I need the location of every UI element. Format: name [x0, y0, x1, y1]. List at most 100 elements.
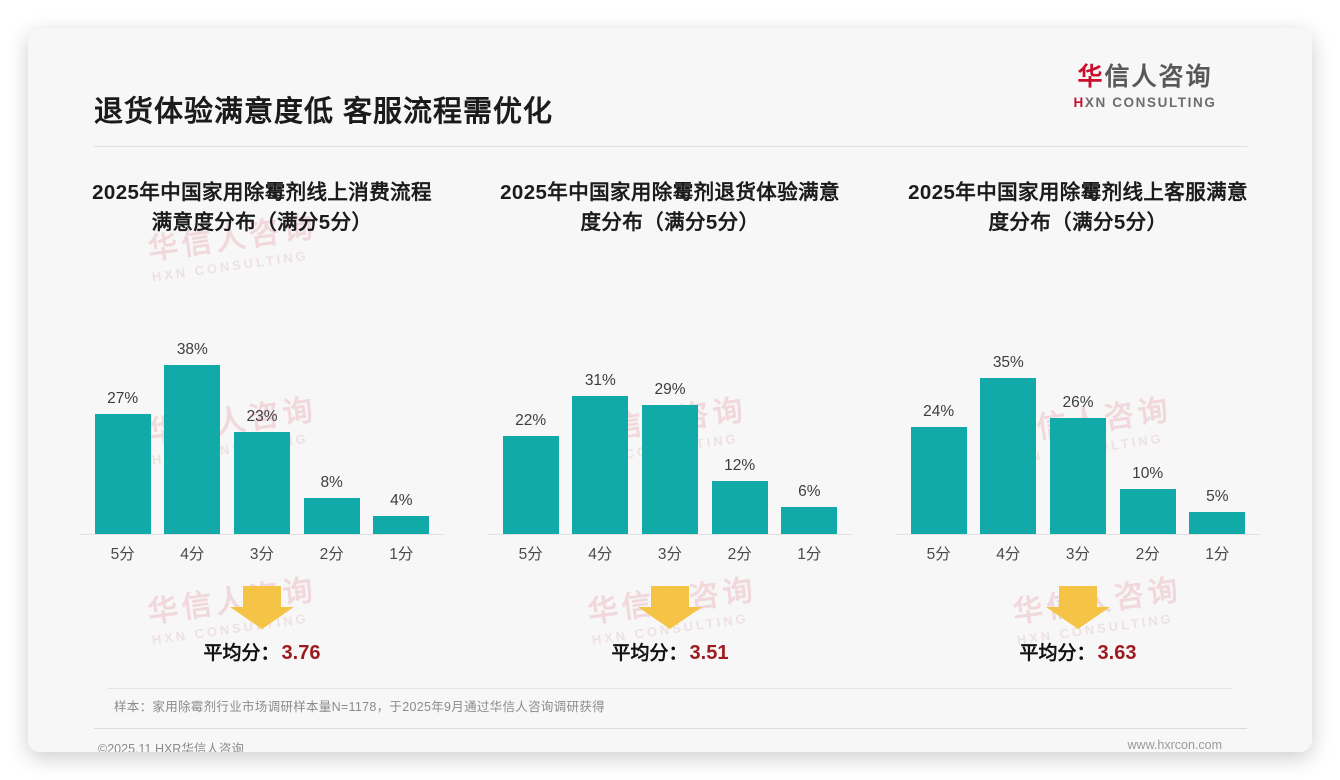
- bar-group[interactable]: 8%: [299, 318, 364, 534]
- x-axis-tick-labels: 5分 4分 3分 2分 1分: [90, 542, 434, 568]
- bar-value-label: 10%: [1132, 465, 1164, 482]
- bar-group[interactable]: 35%: [976, 318, 1041, 534]
- page-title: 退货体验满意度低 客服流程需优化: [94, 96, 554, 128]
- bar[interactable]: [164, 365, 221, 534]
- x-axis-line: [80, 534, 444, 535]
- chart-panel-2: 2025年中国家用除霉剂退货体验满意度分布（满分5分） 22% 31% 29% 12% 6…: [466, 178, 874, 678]
- bar-series: 27% 38% 23% 8% 4%: [90, 318, 434, 534]
- bar-group[interactable]: 24%: [906, 318, 971, 534]
- bar-value-label: 24%: [923, 403, 955, 420]
- logo-chinese: 华信人咨询: [1050, 63, 1240, 92]
- bar[interactable]: [233, 432, 290, 534]
- bar-value-label: 35%: [992, 354, 1024, 371]
- bar-value-label: 31%: [584, 372, 616, 389]
- bar-value-label: 4%: [390, 492, 413, 509]
- x-tick-label: 3分: [1065, 546, 1091, 563]
- bar-group[interactable]: 4%: [369, 318, 434, 534]
- bar-group[interactable]: 29%: [637, 318, 702, 534]
- footer-website: www.hxrcon.com: [1127, 738, 1222, 752]
- chart-title: 2025年中国家用除霉剂线上消费流程满意度分布（满分5分）: [92, 181, 432, 235]
- average-score-callout: 平均分： 3.51: [480, 586, 860, 666]
- logo-english: HXN CONSULTING: [1050, 95, 1240, 110]
- bar[interactable]: [781, 507, 838, 534]
- bar[interactable]: [1189, 512, 1246, 534]
- bar[interactable]: [303, 498, 360, 534]
- bar[interactable]: [1049, 418, 1106, 534]
- x-tick-label: 2分: [727, 546, 752, 563]
- chart-title: 2025年中国家用除霉剂退货体验满意度分布（满分5分）: [500, 181, 840, 235]
- bar[interactable]: [94, 414, 151, 534]
- bar-group[interactable]: 23%: [229, 318, 294, 534]
- average-score-value: 3.63: [1097, 642, 1137, 664]
- bar-value-label: 27%: [107, 390, 139, 407]
- chart-title: 2025年中国家用除霉剂线上客服满意度分布（满分5分）: [908, 181, 1248, 235]
- bar-group[interactable]: 10%: [1115, 318, 1180, 534]
- chart-plot-area: 22% 31% 29% 12% 6% 5分 4分 3分 2分 1分: [480, 308, 860, 578]
- average-score-callout: 平均分： 3.76: [72, 586, 452, 666]
- x-axis-tick-labels: 5分 4分 3分 2分 1分: [498, 542, 842, 568]
- average-score-label: 平均分：: [203, 643, 280, 664]
- bar[interactable]: [502, 436, 559, 534]
- slide-card: 退货体验满意度低 客服流程需优化 华信人咨询 HXN CONSULTING 华信…: [28, 28, 1312, 752]
- logo-chinese-rest: 信人咨询: [1104, 63, 1213, 91]
- slide-header: 退货体验满意度低 客服流程需优化 华信人咨询 HXN CONSULTING: [28, 28, 1312, 128]
- bar[interactable]: [1119, 489, 1176, 534]
- average-score-text: 平均分： 3.51: [480, 638, 860, 665]
- bar-value-label: 12%: [724, 457, 756, 474]
- bar[interactable]: [572, 396, 629, 534]
- bar-series: 24% 35% 26% 10% 5%: [906, 318, 1250, 534]
- bar-value-label: 6%: [798, 483, 821, 500]
- bar-series: 22% 31% 29% 12% 6%: [498, 318, 842, 534]
- bar-value-label: 29%: [654, 381, 686, 398]
- chart-panel-3: 2025年中国家用除霉剂线上客服满意度分布（满分5分） 24% 35% 26% 10% 5…: [874, 178, 1282, 678]
- x-tick-label: 4分: [588, 546, 613, 563]
- bar[interactable]: [641, 405, 698, 534]
- bar-value-label: 8%: [320, 474, 343, 491]
- bar[interactable]: [910, 427, 967, 534]
- bar-group[interactable]: 26%: [1045, 318, 1110, 534]
- x-axis-line: [488, 534, 852, 535]
- bar-group[interactable]: 12%: [707, 318, 772, 534]
- logo-english-highlight: H: [1073, 94, 1085, 110]
- average-score-value: 3.51: [689, 642, 729, 664]
- footer-copyright: ©2025.11 HXR华信人咨询: [98, 742, 244, 752]
- chart-panel-1: 2025年中国家用除霉剂线上消费流程满意度分布（满分5分） 27% 38% 23% 8%…: [58, 178, 466, 678]
- x-tick-label: 5分: [110, 546, 135, 563]
- bar-value-label: 23%: [246, 408, 278, 425]
- footnote: 样本：家用除霉剂行业市场调研样本量N=1178，于2025年9月通过华信人咨询调…: [114, 700, 605, 714]
- bar-group[interactable]: 31%: [568, 318, 633, 534]
- x-tick-label: 2分: [1135, 546, 1160, 563]
- bar-group[interactable]: 5%: [1185, 318, 1250, 534]
- average-score-text: 平均分： 3.76: [72, 638, 452, 665]
- x-tick-label: 1分: [797, 546, 822, 563]
- average-score-label: 平均分：: [611, 643, 688, 664]
- average-score-callout: 平均分： 3.63: [888, 586, 1268, 666]
- bar-group[interactable]: 22%: [498, 318, 563, 534]
- bar-group[interactable]: 6%: [777, 318, 842, 534]
- bar-value-label: 5%: [1206, 488, 1229, 505]
- x-tick-label: 2分: [319, 546, 344, 563]
- bar[interactable]: [980, 378, 1037, 534]
- x-tick-label: 5分: [926, 546, 951, 563]
- brand-logo: 华信人咨询 HXN CONSULTING: [1050, 63, 1240, 110]
- chart-plot-area: 24% 35% 26% 10% 5% 5分 4分 3分 2分 1分: [888, 308, 1268, 578]
- bar-group[interactable]: 27%: [90, 318, 155, 534]
- x-tick-label: 4分: [996, 546, 1021, 563]
- bar-value-label: 38%: [176, 341, 208, 358]
- title-divider: [94, 146, 1247, 147]
- bar-value-label: 22%: [515, 412, 547, 429]
- logo-english-rest: XN CONSULTING: [1084, 94, 1217, 110]
- chart-plot-area: 27% 38% 23% 8% 4% 5分 4分 3分 2分 1分: [72, 308, 452, 578]
- x-axis-line: [896, 534, 1260, 535]
- footer-divider: [94, 728, 1247, 729]
- x-tick-label: 1分: [389, 546, 414, 563]
- bar-group[interactable]: 38%: [160, 318, 225, 534]
- bar-value-label: 26%: [1062, 394, 1094, 411]
- bar[interactable]: [373, 516, 430, 534]
- average-score-value: 3.76: [281, 642, 321, 664]
- x-tick-label: 1分: [1205, 546, 1230, 563]
- x-tick-label: 5分: [518, 546, 543, 563]
- bar[interactable]: [711, 481, 768, 534]
- average-score-label: 平均分：: [1019, 643, 1096, 664]
- footnote-divider: [108, 688, 1232, 689]
